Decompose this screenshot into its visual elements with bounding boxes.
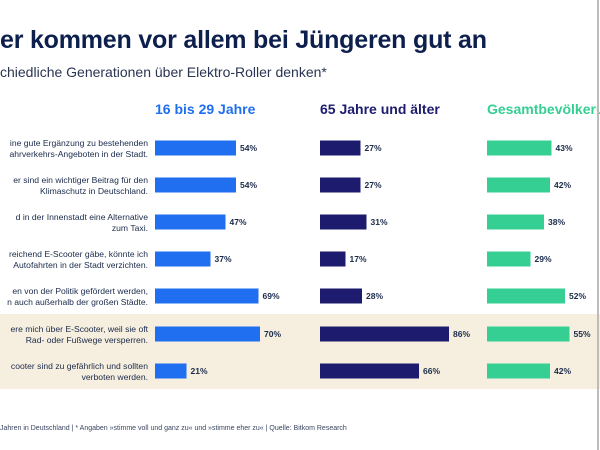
value-label: 66% [423,366,440,376]
source-footnote: Jahren in Deutschland | * Angaben »stimm… [0,425,347,432]
value-label: 29% [535,254,552,264]
value-label: 55% [574,329,591,339]
value-label: 27% [365,143,382,153]
series-title: Gesamtbevölkeru [487,101,600,117]
bar [487,214,544,230]
row-label: Rad- oder Fußwege versperren. [26,335,148,345]
bar [487,326,570,342]
bar [487,363,550,379]
right-border [597,0,599,450]
bar [487,251,531,267]
row-label: ere mich über E-Scooter, weil sie oft [10,324,148,334]
bar [320,140,361,156]
bar [320,326,449,342]
row-label: Autofahrten in der Stadt verzichten. [13,260,148,270]
bar [155,214,226,230]
bar [155,140,236,156]
row-label: en von der Politik gefördert werden, [12,286,148,296]
value-label: 17% [350,254,367,264]
row-label: reichend E-Scooter gäbe, könnte ich [9,249,148,259]
bar [320,214,367,230]
row-label: cooter sind zu gefährlich und sollten [11,361,148,371]
bar [320,251,346,267]
value-label: 52% [569,291,586,301]
row-label: verboten werden. [82,372,148,382]
value-label: 42% [554,366,571,376]
bar [487,140,552,156]
value-label: 31% [371,217,388,227]
value-label: 47% [230,217,247,227]
series-title: 65 Jahre und älter [320,101,440,117]
value-label: 28% [366,291,383,301]
page-subtitle: chiedliche Generationen über Elektro-Rol… [0,64,327,80]
value-label: 54% [240,143,257,153]
row-label: d in der Innenstadt eine Alternative [16,212,149,222]
page-title: er kommen vor allem bei Jüngeren gut an [0,26,487,54]
value-label: 37% [215,254,232,264]
bar [487,177,550,193]
bar [155,177,236,193]
value-label: 43% [556,143,573,153]
bar [320,177,361,193]
row-label: n auch außerhalb der großen Städte. [7,297,148,307]
bar [320,363,419,379]
row-label: ahrverkehrs-Angeboten in der Stadt. [9,149,148,159]
value-label: 70% [264,329,281,339]
value-label: 86% [453,329,470,339]
bar [155,326,260,342]
bar [487,288,565,304]
bar [155,363,187,379]
series-title: 16 bis 29 Jahre [155,101,256,117]
value-label: 54% [240,180,257,190]
bar [320,288,362,304]
value-label: 42% [554,180,571,190]
value-label: 21% [191,366,208,376]
value-label: 27% [365,180,382,190]
row-label: zum Taxi. [112,223,148,233]
value-label: 38% [548,217,565,227]
value-label: 69% [263,291,280,301]
row-label: Klimaschutz in Deutschland. [40,186,148,196]
bar [155,288,259,304]
row-label: er sind ein wichtiger Beitrag für den [13,175,148,185]
row-label: ine gute Ergänzung zu bestehenden [10,138,148,148]
bar [155,251,211,267]
